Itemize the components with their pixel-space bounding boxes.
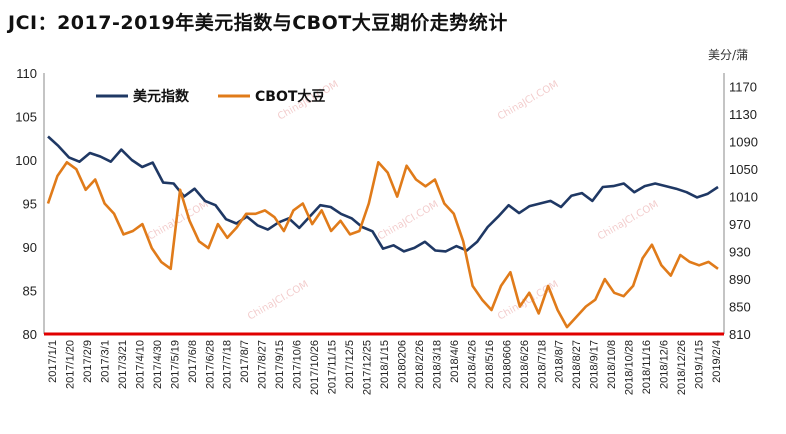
right-tick-label: 1010 xyxy=(729,190,758,205)
x-tick-label: 2017/12/5 xyxy=(344,340,356,389)
x-tick-label: 2018/10/28 xyxy=(624,340,636,395)
x-tick-label: 2018/6/26 xyxy=(519,340,531,389)
svg-text:ChinaJCI.COM: ChinaJCI.COM xyxy=(596,199,660,243)
x-tick-label: 2017/1/1 xyxy=(47,340,59,383)
x-tick-label: 2017/3/1 xyxy=(99,340,111,383)
right-tick-label: 850 xyxy=(729,300,751,315)
x-tick-label: 2017/4/10 xyxy=(134,340,146,389)
right-axis-unit: 美分/蒲 xyxy=(707,48,748,62)
left-axis-ticks: 80 85 90 95 100 105 110 xyxy=(15,66,37,342)
series-line-usd-index xyxy=(47,135,719,253)
svg-text:ChinaJCI.COM: ChinaJCI.COM xyxy=(376,199,440,243)
x-tick-label: 2017/8/7 xyxy=(239,340,251,383)
x-tick-label: 2018/5/16 xyxy=(484,340,496,389)
x-tick-label: 2017/6/28 xyxy=(204,340,216,389)
x-tick-label: 20180606 xyxy=(501,340,513,389)
watermark: ChinaJCI.COM ChinaJCI.COM ChinaJCI.COM C… xyxy=(146,79,660,323)
chart-title: JCI：2017-2019年美元指数与CBOT大豆期价走势统计 xyxy=(8,12,508,34)
x-tick-label: 2019/1/15 xyxy=(694,340,706,389)
right-tick-label: 970 xyxy=(729,217,751,232)
series-layer xyxy=(46,135,719,329)
right-tick-label: 1050 xyxy=(729,162,758,177)
left-tick-label: 105 xyxy=(15,110,37,125)
left-tick-label: 80 xyxy=(23,327,37,342)
series-line-cbot-soybean xyxy=(46,161,719,329)
x-tick-label: 2018/3/18 xyxy=(431,340,443,389)
right-tick-label: 930 xyxy=(729,245,751,260)
x-tick-label: 2017/10/26 xyxy=(309,340,321,395)
x-tick-label: 2017/7/18 xyxy=(222,340,234,389)
right-tick-label: 1130 xyxy=(729,107,757,122)
x-tick-label: 2018/12/26 xyxy=(676,340,688,395)
x-tick-label: 2019/2/4 xyxy=(711,340,723,383)
x-tick-label: 2018/8/27 xyxy=(571,340,583,389)
x-axis-ticks: 2017/1/1 2017/1/20 2017/2/9 2017/3/1 2017/3/… xyxy=(47,340,723,395)
legend-label-soy: CBOT大豆 xyxy=(255,88,325,105)
x-tick-label: 2018/2/26 xyxy=(414,340,426,389)
x-tick-label: 2017/6/8 xyxy=(187,340,199,383)
x-tick-label: 2017/2/9 xyxy=(82,340,94,383)
x-tick-label: 2017/3/21 xyxy=(117,340,129,389)
left-tick-label: 110 xyxy=(16,66,37,81)
legend: 美元指数 CBOT大豆 xyxy=(96,88,325,105)
x-tick-label: 2018/7/18 xyxy=(536,340,548,389)
left-tick-label: 95 xyxy=(23,197,37,212)
x-tick-label: 2017/11/15 xyxy=(327,340,339,394)
x-tick-label: 2017/9/15 xyxy=(274,340,286,389)
x-tick-label: 2018/12/6 xyxy=(659,340,671,389)
x-tick-label: 2017/8/27 xyxy=(257,340,269,389)
x-tick-label: 2018/8/7 xyxy=(554,340,566,383)
svg-text:ChinaJCI.COM: ChinaJCI.COM xyxy=(246,279,310,323)
x-tick-label: 2018/4/26 xyxy=(466,340,478,389)
legend-label-usd: 美元指数 xyxy=(133,88,190,105)
x-tick-label: 2017/4/30 xyxy=(152,340,164,389)
x-tick-label: 2018/9/17 xyxy=(589,340,601,389)
x-tick-label: 20180206 xyxy=(396,340,408,389)
x-tick-label: 2017/12/25 xyxy=(362,340,374,395)
right-tick-label: 1170 xyxy=(729,80,757,95)
right-tick-label: 1090 xyxy=(729,135,758,150)
x-tick-label: 2017/1/20 xyxy=(64,340,76,389)
x-tick-label: 2018/10/8 xyxy=(606,340,618,389)
x-tick-label: 2018/1/15 xyxy=(379,340,391,389)
left-tick-label: 85 xyxy=(23,284,37,299)
svg-text:ChinaJCI.COM: ChinaJCI.COM xyxy=(496,79,560,123)
x-tick-label: 2018/4/6 xyxy=(449,340,461,383)
x-tick-label: 2018/11/16 xyxy=(641,340,653,394)
svg-text:ChinaJCI.COM: ChinaJCI.COM xyxy=(496,279,560,323)
right-axis-ticks: 810 850 890 930 970 1010 1050 1090 1130 1170 xyxy=(729,80,758,342)
left-tick-label: 90 xyxy=(23,240,37,255)
x-tick-label: 2017/10/6 xyxy=(292,340,304,389)
left-tick-label: 100 xyxy=(15,153,37,168)
x-tick-label: 2017/5/19 xyxy=(169,340,181,389)
right-tick-label: 810 xyxy=(729,327,751,342)
right-tick-label: 890 xyxy=(729,272,751,287)
